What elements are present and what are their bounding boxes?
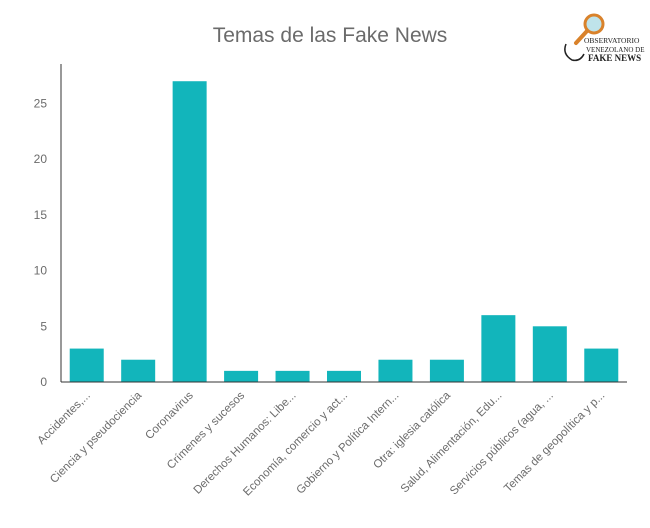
bar — [224, 370, 259, 382]
fake-news-logo: OBSERVATORIO VENEZOLANO DE FAKE NEWS — [564, 13, 645, 63]
y-axis-ticks: 0 5 10 15 20 25 — [34, 97, 48, 390]
bar — [172, 81, 207, 382]
y-tick-label: 25 — [34, 97, 48, 111]
y-tick-label: 10 — [34, 264, 48, 278]
y-tick-label: 20 — [34, 152, 48, 166]
bar — [532, 326, 567, 382]
x-tick-label: Salud, Alimentación, Edu... — [399, 390, 505, 496]
logo-line-1: OBSERVATORIO — [584, 36, 640, 45]
x-tick-label: Derechos Humanos: Libe... — [192, 390, 299, 497]
bar — [121, 359, 156, 382]
y-tick-label: 15 — [34, 208, 48, 222]
x-tick-label: Coronavirus — [143, 389, 196, 442]
x-tick-label: Temas de geopolítica y p... — [502, 390, 607, 495]
logo-line-3: FAKE NEWS — [588, 53, 641, 63]
bar — [327, 370, 361, 382]
bar — [584, 348, 619, 382]
y-tick-label: 0 — [40, 375, 47, 389]
logo-line-2: VENEZOLANO DE — [586, 46, 645, 54]
bar — [429, 359, 464, 382]
chart-title: Temas de las Fake News — [213, 24, 448, 47]
x-tick-label: Ciencia y pseudociencia — [48, 389, 145, 486]
x-tick-label: Accidentes,... — [36, 390, 93, 447]
x-tick-label: Servicios públicos (agua, ... — [448, 390, 556, 498]
bars — [69, 81, 619, 382]
bar — [275, 370, 310, 382]
x-axis-labels: Accidentes,...Ciencia y pseudociencia Cor… — [36, 389, 608, 498]
x-tick-label: Economía, comercio y act... — [241, 390, 350, 499]
bar — [481, 315, 516, 382]
bar — [69, 348, 104, 382]
bar — [378, 359, 413, 382]
y-tick-label: 5 — [40, 319, 47, 333]
x-tick-label: Gobierno y Política Intern... — [295, 390, 402, 497]
magnifier-icon — [564, 13, 605, 62]
